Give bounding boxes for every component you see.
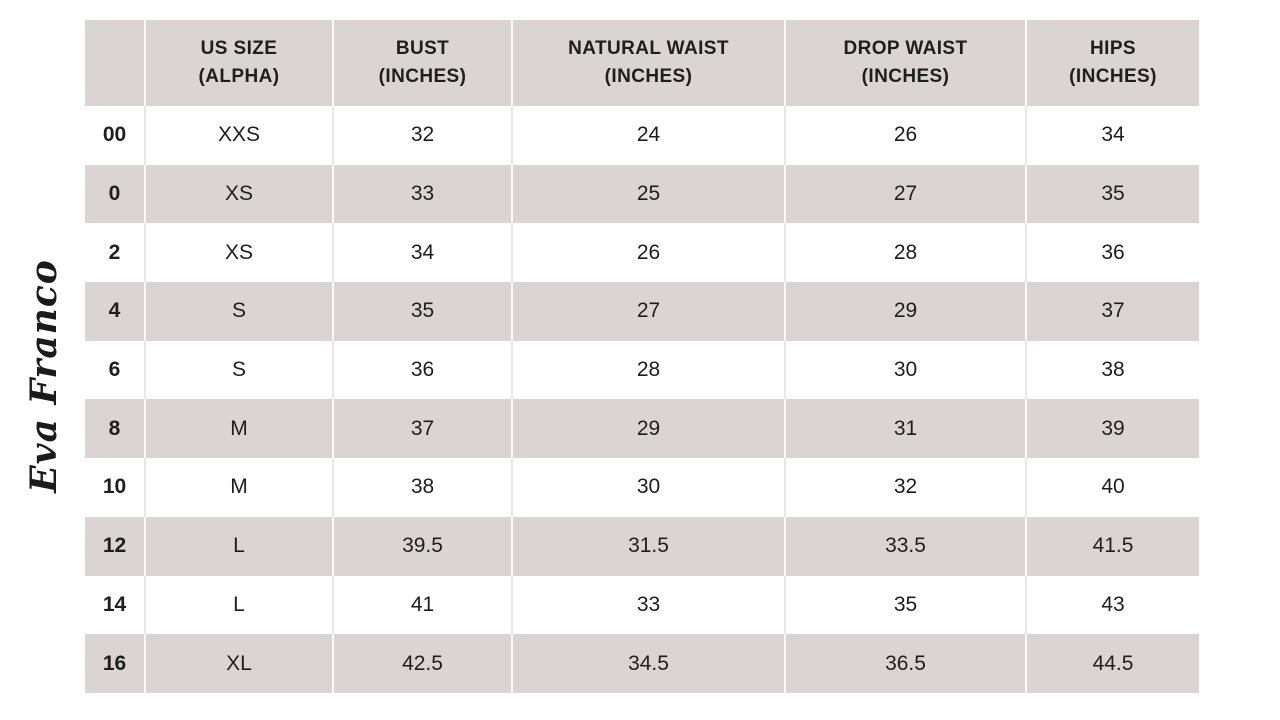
column-header-drop-waist: DROP WAIST (INCHES) bbox=[785, 20, 1027, 106]
corner-header-cell bbox=[85, 20, 146, 106]
us-size-cell: 6 bbox=[85, 340, 146, 400]
header-line: (INCHES) bbox=[861, 66, 950, 87]
natural-waist-cell: 27 bbox=[512, 282, 786, 341]
natural-waist-cell: 29 bbox=[512, 399, 786, 459]
bust-cell: 37 bbox=[333, 399, 513, 459]
bust-cell: 36 bbox=[333, 340, 513, 400]
header-line: (INCHES) bbox=[378, 66, 467, 87]
hips-cell: 36 bbox=[1101, 240, 1125, 264]
alpha-size-cell: XL bbox=[145, 634, 334, 693]
header-row: US SIZE (ALPHA) BUST (INCHES) NATURAL WA… bbox=[85, 20, 1199, 106]
bust-cell: 35 bbox=[333, 282, 513, 341]
hips-cell: 41.5 bbox=[1026, 516, 1199, 576]
hips-cell: 40 bbox=[1101, 475, 1125, 499]
table-row: 16 XL 42.5 34.5 36.5 44.5 bbox=[85, 634, 1199, 693]
table-row: 2 XS 34 26 28 36 bbox=[85, 223, 1199, 283]
bust-cell: 34 bbox=[333, 223, 513, 283]
header-line: HIPS bbox=[1090, 38, 1136, 60]
alpha-size-cell: XS bbox=[145, 164, 334, 224]
bust-cell: 39.5 bbox=[333, 516, 513, 576]
header-line: US SIZE bbox=[200, 38, 278, 60]
natural-waist-cell: 28 bbox=[512, 340, 786, 400]
hips-cell: 38 bbox=[1101, 358, 1125, 382]
us-size-cell: 4 bbox=[85, 282, 146, 341]
alpha-size-cell: S bbox=[145, 340, 334, 400]
table-row: 8 M 37 29 31 39 bbox=[85, 399, 1199, 459]
us-size-cell: 8 bbox=[85, 399, 146, 459]
column-header-natural-waist: NATURAL WAIST (INCHES) bbox=[512, 20, 786, 106]
hips-cell: 43 bbox=[1101, 592, 1125, 616]
table-row: 6 S 36 28 30 38 bbox=[85, 340, 1199, 400]
table-row: 10 M 38 30 32 40 bbox=[85, 458, 1199, 517]
drop-waist-cell: 30 bbox=[785, 340, 1027, 400]
table-row: 14 L 41 33 35 43 bbox=[85, 575, 1199, 635]
alpha-size-cell: XXS bbox=[145, 106, 334, 165]
table-row: 00 XXS 32 24 26 34 bbox=[85, 106, 1199, 165]
natural-waist-cell: 33 bbox=[512, 575, 786, 635]
drop-waist-cell: 33.5 bbox=[785, 516, 1027, 576]
header-line: (ALPHA) bbox=[198, 66, 280, 87]
alpha-size-cell: S bbox=[145, 282, 334, 341]
us-size-cell: 0 bbox=[85, 164, 146, 224]
size-chart-table: US SIZE (ALPHA) BUST (INCHES) NATURAL WA… bbox=[85, 20, 1199, 693]
bust-cell: 33 bbox=[333, 164, 513, 224]
hips-cell: 35 bbox=[1026, 164, 1199, 224]
us-size-cell: 10 bbox=[85, 458, 146, 517]
us-size-cell: 2 bbox=[85, 223, 146, 283]
natural-waist-cell: 24 bbox=[512, 106, 786, 165]
hips-cell: 39 bbox=[1026, 399, 1199, 459]
bust-cell: 42.5 bbox=[333, 634, 513, 693]
drop-waist-cell: 35 bbox=[785, 575, 1027, 635]
alpha-size-cell: L bbox=[145, 516, 334, 576]
drop-waist-cell: 31 bbox=[785, 399, 1027, 459]
us-size-cell: 12 bbox=[85, 516, 146, 576]
size-chart-container: US SIZE (ALPHA) BUST (INCHES) NATURAL WA… bbox=[85, 20, 1199, 693]
column-header-us-size: US SIZE (ALPHA) bbox=[145, 20, 334, 106]
us-size-cell: 00 bbox=[85, 106, 146, 165]
column-header-bust: BUST (INCHES) bbox=[333, 20, 513, 106]
alpha-size-cell: XS bbox=[145, 223, 334, 283]
bust-cell: 41 bbox=[333, 575, 513, 635]
bust-cell: 38 bbox=[333, 458, 513, 517]
drop-waist-cell: 29 bbox=[785, 282, 1027, 341]
hips-cell: 37 bbox=[1026, 282, 1199, 341]
drop-waist-cell: 32 bbox=[785, 458, 1027, 517]
table-row: 12 L 39.5 31.5 33.5 41.5 bbox=[85, 516, 1199, 576]
bust-cell: 32 bbox=[333, 106, 513, 165]
drop-waist-cell: 36.5 bbox=[785, 634, 1027, 693]
header-line: (INCHES) bbox=[1069, 66, 1157, 87]
drop-waist-cell: 27 bbox=[785, 164, 1027, 224]
natural-waist-cell: 25 bbox=[512, 164, 786, 224]
us-size-cell: 14 bbox=[85, 575, 146, 635]
drop-waist-cell: 28 bbox=[785, 223, 1027, 283]
alpha-size-cell: M bbox=[145, 399, 334, 459]
table-row: 0 XS 33 25 27 35 bbox=[85, 164, 1199, 224]
table-row: 4 S 35 27 29 37 bbox=[85, 282, 1199, 341]
header-line: (INCHES) bbox=[604, 66, 693, 87]
natural-waist-cell: 30 bbox=[512, 458, 786, 517]
drop-waist-cell: 26 bbox=[785, 106, 1027, 165]
header-line: BUST bbox=[395, 38, 450, 60]
hips-cell: 44.5 bbox=[1026, 634, 1199, 693]
alpha-size-cell: L bbox=[145, 575, 334, 635]
us-size-cell: 16 bbox=[85, 634, 146, 693]
hips-cell: 34 bbox=[1101, 123, 1125, 147]
natural-waist-cell: 31.5 bbox=[512, 516, 786, 576]
alpha-size-cell: M bbox=[145, 458, 334, 517]
natural-waist-cell: 26 bbox=[512, 223, 786, 283]
column-header-hips: HIPS (INCHES) bbox=[1026, 20, 1199, 106]
natural-waist-cell: 34.5 bbox=[512, 634, 786, 693]
header-line: DROP WAIST bbox=[843, 38, 968, 60]
brand-logo: Eva Franco bbox=[23, 259, 65, 493]
header-line: NATURAL WAIST bbox=[568, 38, 729, 60]
